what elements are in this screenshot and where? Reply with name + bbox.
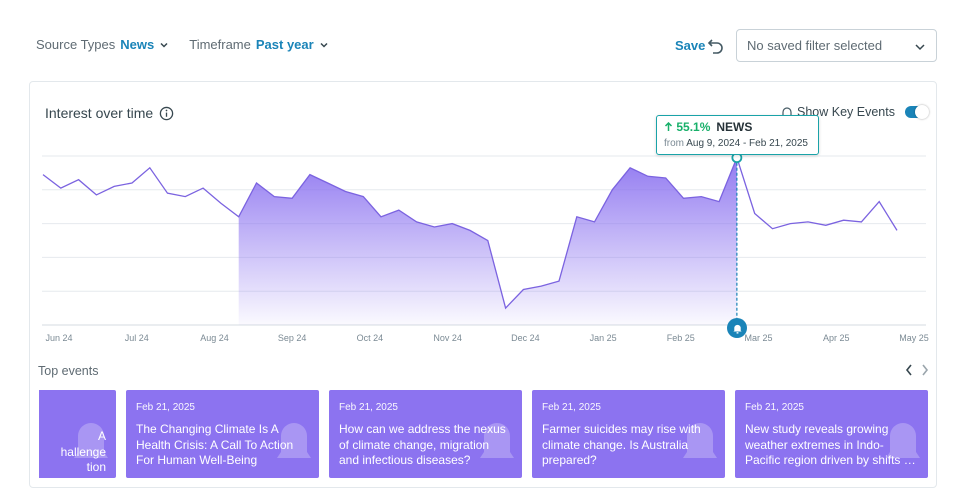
bell-icon [74,423,108,458]
event-date: Feb 21, 2025 [339,402,398,413]
chevron-down-icon[interactable] [159,40,169,50]
bell-icon [886,423,920,458]
undo-icon[interactable] [707,36,725,54]
top-events-title: Top events [38,364,99,378]
tooltip-change: 55.1% [664,120,710,134]
chevron-left-icon [905,364,912,376]
top-events-list: A hallenge tion Feb 21, 2025 The Changin… [39,390,928,478]
source-types-filter[interactable]: Source Types News [36,37,169,52]
prev-button[interactable] [904,363,914,377]
x-tick-label: Jun 24 [45,333,72,343]
timeframe-value[interactable]: Past year [255,37,314,52]
chart-title: Interest over time [45,105,174,121]
tooltip-source: NEWS [716,120,753,134]
chart-title-text: Interest over time [45,105,154,121]
chevron-right-icon [922,364,929,376]
info-icon[interactable] [159,106,174,121]
event-card[interactable]: Feb 21, 2025 New study reveals growing w… [735,390,928,478]
x-tick-label: Sep 24 [278,333,307,343]
event-headline: New study reveals growing weather extrem… [745,422,914,467]
x-tick-label: Jul 24 [125,333,149,343]
x-tick-label: Jan 25 [590,333,617,343]
arrow-up-icon [664,121,673,131]
event-card[interactable]: Feb 21, 2025 Farmer suicides may rise wi… [532,390,725,478]
event-date: Feb 21, 2025 [136,402,195,413]
saved-filter-select[interactable]: No saved filter selected [736,29,937,62]
key-events-toggle[interactable] [904,105,929,119]
chevron-down-icon [915,44,925,51]
event-card[interactable]: A hallenge tion [39,390,116,478]
bell-icon [277,423,311,458]
tooltip-date-range: Aug 9, 2024 - Feb 21, 2025 [686,138,808,149]
chart-tooltip: 55.1% NEWS from Aug 9, 2024 - Feb 21, 20… [656,115,819,155]
show-key-events-label: Show Key Events [797,105,895,119]
event-headline: How can we address the nexus of climate … [339,422,506,467]
timeframe-label: Timeframe [189,37,251,52]
source-types-label: Source Types [36,37,116,52]
x-tick-label: Nov 24 [433,333,462,343]
event-headline: The Changing Climate Is A Health Crisis:… [136,422,294,467]
event-headline: A hallenge tion [60,429,106,474]
x-tick-label: Aug 24 [200,333,229,343]
source-types-value[interactable]: News [120,37,155,52]
event-headline: Farmer suicides may rise with climate ch… [542,422,701,467]
series-line-news [42,155,898,310]
bell-icon [683,423,717,458]
show-key-events: Show Key Events [781,105,929,119]
x-tick-label: Mar 25 [745,333,773,343]
tooltip-from-label: from [664,138,684,149]
tooltip-change-value: 55.1% [676,120,711,134]
x-tick-label: Feb 25 [667,333,695,343]
x-axis-ticks: Jun 24 Jul 24 Aug 24 Sep 24 Oct 24 Nov 24 Dec … [45,333,928,343]
timeframe-filter[interactable]: Timeframe Past year [189,37,328,52]
event-card[interactable]: Feb 21, 2025 How can we address the nexu… [329,390,522,478]
x-tick-label: Apr 25 [823,333,850,343]
chevron-down-icon[interactable] [319,40,329,50]
bell-icon [480,423,514,458]
x-tick-label: Dec 24 [511,333,540,343]
x-tick-label: Oct 24 [357,333,384,343]
x-tick-label: May 25 [899,333,929,343]
save-button[interactable]: Save [675,38,706,53]
key-event-marker[interactable] [727,318,747,338]
event-date: Feb 21, 2025 [542,402,601,413]
interest-chart: Jun 24 Jul 24 Aug 24 Sep 24 Oct 24 Nov 24 Dec … [42,152,929,343]
next-button[interactable] [920,363,930,377]
saved-filter-value: No saved filter selected [747,38,883,53]
event-card[interactable]: Feb 21, 2025 The Changing Climate Is A H… [126,390,319,478]
bell-icon [732,324,742,334]
top-events-nav [904,363,930,377]
event-date: Feb 21, 2025 [745,402,804,413]
filter-bar: Source Types News Timeframe Past year [36,37,329,52]
interest-card [29,81,937,488]
